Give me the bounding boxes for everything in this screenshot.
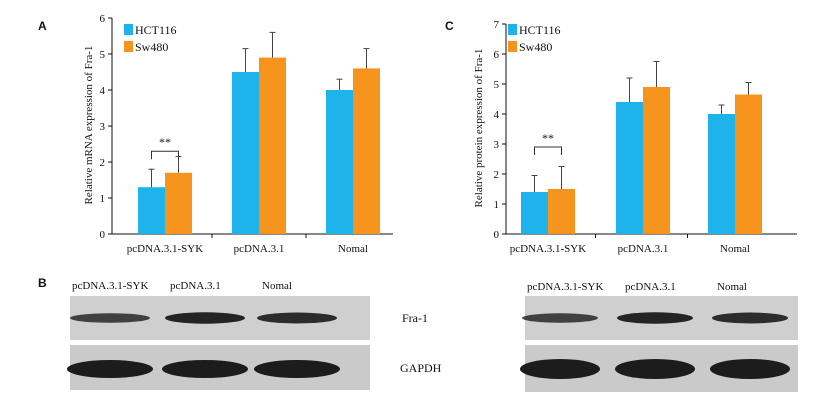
blot-right-band-fra1 bbox=[522, 313, 598, 323]
bar-hct116 bbox=[708, 114, 735, 234]
significance-bracket bbox=[151, 150, 179, 160]
bar-hct116 bbox=[232, 72, 259, 234]
blot-left-lane-label: pcDNA.3.1 bbox=[170, 280, 221, 292]
blot-left-band-fra1 bbox=[257, 312, 337, 324]
blot-right-lane-label: pcDNA.3.1 bbox=[625, 281, 676, 293]
y-axis-label: Relative protein expression of Fra-1 bbox=[473, 49, 485, 208]
y-tick-label: 2 bbox=[100, 157, 106, 169]
blot-right-lane-label: pcDNA.3.1-SYK bbox=[527, 281, 603, 293]
panel-label-a: A bbox=[38, 19, 47, 33]
western-blots: pcDNA.3.1-SYK pcDNA.3.1 Nomal pcDNA.3.1-… bbox=[67, 280, 798, 392]
blot-right-band-gapdh bbox=[615, 359, 695, 379]
blot-right-band-fra1 bbox=[712, 312, 788, 324]
blot-left-band-gapdh bbox=[254, 360, 340, 378]
blot-left-lane-label: pcDNA.3.1-SYK bbox=[72, 280, 148, 292]
bar-hct116 bbox=[326, 90, 353, 234]
y-tick-label: 0 bbox=[100, 229, 106, 241]
panel-label-c: C bbox=[445, 19, 454, 33]
bar-sw480 bbox=[353, 68, 380, 235]
panel-label-b: B bbox=[38, 276, 47, 290]
blot-left-band-fra1 bbox=[165, 312, 245, 324]
bar-hct116 bbox=[138, 187, 165, 234]
y-tick-label: 3 bbox=[100, 121, 106, 133]
x-tick-label: pcDNA.3.1 bbox=[618, 243, 669, 255]
y-tick-label: 6 bbox=[494, 49, 500, 61]
legend-swatch bbox=[508, 24, 517, 35]
blot-left-band-gapdh bbox=[162, 360, 248, 378]
y-tick-label: 2 bbox=[494, 169, 500, 181]
legend-label: Sw480 bbox=[519, 40, 552, 54]
bar-hct116 bbox=[521, 192, 548, 234]
blot-right-band-fra1 bbox=[617, 312, 693, 324]
x-tick-label: pcDNA.3.1 bbox=[234, 243, 285, 255]
bar-hct116 bbox=[616, 102, 643, 234]
blot-row-label-fra1: Fra-1 bbox=[402, 311, 428, 325]
blot-left-band-gapdh bbox=[67, 360, 153, 378]
chart-a: 0 1 2 3 4 5 6 Relative mRNA expression of Fra-1… bbox=[83, 13, 393, 255]
chart-c: 0 1 2 3 4 5 6 7 Relative protein expression of F… bbox=[473, 19, 797, 255]
x-tick-label: Nomal bbox=[720, 243, 750, 255]
significance-marker: ** bbox=[542, 131, 554, 145]
y-tick-label: 6 bbox=[100, 13, 106, 25]
legend-label: HCT116 bbox=[519, 23, 561, 37]
legend-swatch bbox=[124, 41, 133, 52]
legend-swatch bbox=[124, 24, 133, 35]
blot-right-lane-label: Nomal bbox=[717, 281, 747, 293]
y-tick-label: 1 bbox=[494, 199, 500, 211]
x-tick-label: pcDNA.3.1-SYK bbox=[127, 243, 203, 255]
y-tick-label: 4 bbox=[100, 85, 106, 97]
bar-sw480 bbox=[259, 57, 286, 234]
legend-swatch bbox=[508, 41, 517, 52]
y-tick-label: 5 bbox=[100, 49, 106, 61]
bar-sw480 bbox=[643, 87, 670, 234]
bar-sw480 bbox=[165, 172, 192, 234]
y-tick-label: 4 bbox=[494, 109, 500, 121]
bar-sw480 bbox=[735, 94, 762, 234]
legend-label: Sw480 bbox=[135, 40, 168, 54]
y-tick-label: 1 bbox=[100, 193, 106, 205]
y-tick-label: 3 bbox=[494, 139, 500, 151]
blot-left-band-fra1 bbox=[70, 313, 150, 323]
y-tick-label: 0 bbox=[494, 229, 500, 241]
blot-right-band-gapdh bbox=[520, 359, 600, 379]
x-tick-label: Nomal bbox=[338, 243, 368, 255]
y-tick-label: 5 bbox=[494, 79, 500, 91]
blot-right-band-gapdh bbox=[710, 359, 790, 379]
significance-marker: ** bbox=[159, 135, 171, 149]
y-axis-label: Relative mRNA expression of Fra-1 bbox=[83, 46, 95, 205]
legend-label: HCT116 bbox=[135, 23, 177, 37]
significance-bracket bbox=[534, 146, 562, 155]
y-tick-label: 7 bbox=[494, 19, 500, 31]
blot-row-label-gapdh: GAPDH bbox=[400, 361, 442, 375]
x-tick-label: pcDNA.3.1-SYK bbox=[510, 243, 586, 255]
bar-sw480 bbox=[548, 189, 575, 234]
blot-left-lane-label: Nomal bbox=[262, 280, 292, 292]
